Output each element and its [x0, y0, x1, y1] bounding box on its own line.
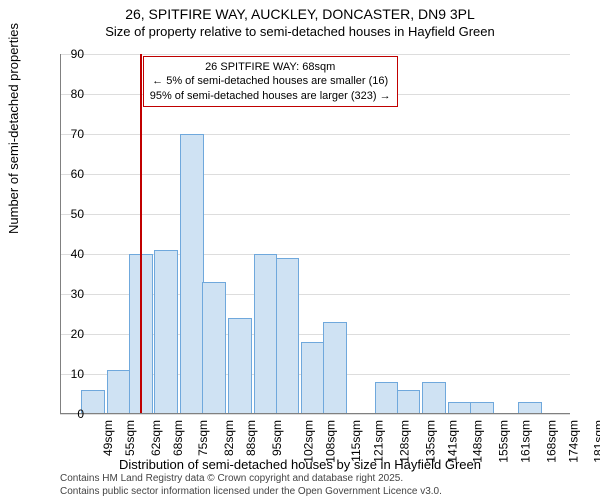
gridline — [60, 134, 570, 135]
plot-area: 26 SPITFIRE WAY: 68sqm← 5% of semi-detac… — [60, 54, 570, 414]
histogram-bar — [254, 254, 278, 414]
y-tick-label: 60 — [44, 167, 84, 181]
y-tick-label: 40 — [44, 247, 84, 261]
gridline — [60, 174, 570, 175]
chart-title-line1: 26, SPITFIRE WAY, AUCKLEY, DONCASTER, DN… — [0, 6, 600, 22]
histogram-bar — [375, 382, 399, 414]
y-tick-label: 50 — [44, 207, 84, 221]
histogram-bar — [202, 282, 226, 414]
y-tick-label: 20 — [44, 327, 84, 341]
histogram-bar — [301, 342, 325, 414]
attribution-line2: Contains public sector information licen… — [60, 486, 442, 499]
x-tick-label: 155sqm — [497, 420, 511, 463]
x-tick-label: 102sqm — [302, 420, 316, 463]
histogram-bar — [81, 390, 105, 414]
histogram-bar — [228, 318, 252, 414]
histogram-bar — [107, 370, 131, 414]
histogram-bar — [422, 382, 446, 414]
y-tick-label: 80 — [44, 87, 84, 101]
x-tick-label: 148sqm — [471, 420, 485, 463]
x-tick-label: 181sqm — [592, 420, 600, 463]
histogram-bar — [397, 390, 421, 414]
gridline — [60, 214, 570, 215]
x-tick-label: 95sqm — [270, 420, 284, 456]
x-tick-label: 121sqm — [372, 420, 386, 463]
x-tick-label: 141sqm — [445, 420, 459, 463]
histogram-bar — [154, 250, 178, 414]
y-tick-label: 90 — [44, 47, 84, 61]
x-tick-label: 174sqm — [566, 420, 580, 463]
x-tick-label: 49sqm — [101, 420, 115, 456]
y-axis-line — [60, 54, 61, 414]
chart-container: 26, SPITFIRE WAY, AUCKLEY, DONCASTER, DN… — [0, 0, 600, 500]
x-tick-label: 68sqm — [171, 420, 185, 456]
histogram-bar — [276, 258, 300, 414]
x-tick-label: 161sqm — [519, 420, 533, 463]
y-tick-label: 70 — [44, 127, 84, 141]
reference-line — [140, 54, 142, 414]
chart-title-line2: Size of property relative to semi-detach… — [0, 24, 600, 39]
gridline — [60, 54, 570, 55]
x-tick-label: 115sqm — [349, 420, 363, 462]
callout-line: 26 SPITFIRE WAY: 68sqm — [150, 60, 391, 74]
y-tick-label: 30 — [44, 287, 84, 301]
x-tick-label: 82sqm — [222, 420, 236, 456]
x-tick-label: 135sqm — [423, 420, 437, 463]
x-axis-line — [60, 413, 570, 414]
x-tick-label: 75sqm — [196, 420, 210, 456]
x-tick-label: 88sqm — [244, 420, 258, 456]
x-tick-label: 55sqm — [123, 420, 137, 456]
attribution-text: Contains HM Land Registry data © Crown c… — [60, 473, 442, 498]
title-block: 26, SPITFIRE WAY, AUCKLEY, DONCASTER, DN… — [0, 0, 600, 39]
callout-line: 95% of semi-detached houses are larger (… — [150, 89, 391, 103]
attribution-line1: Contains HM Land Registry data © Crown c… — [60, 473, 442, 486]
histogram-bar — [180, 134, 204, 414]
histogram-bar — [323, 322, 347, 414]
x-tick-label: 108sqm — [324, 420, 338, 463]
x-tick-label: 62sqm — [149, 420, 163, 456]
y-tick-label: 10 — [44, 367, 84, 381]
y-tick-label: 0 — [44, 407, 84, 421]
x-tick-label: 128sqm — [398, 420, 412, 463]
x-tick-label: 168sqm — [544, 420, 558, 463]
gridline — [60, 414, 570, 415]
callout-line: ← 5% of semi-detached houses are smaller… — [150, 74, 391, 88]
y-axis-label: Number of semi-detached properties — [6, 23, 21, 234]
callout-box: 26 SPITFIRE WAY: 68sqm← 5% of semi-detac… — [143, 56, 398, 107]
